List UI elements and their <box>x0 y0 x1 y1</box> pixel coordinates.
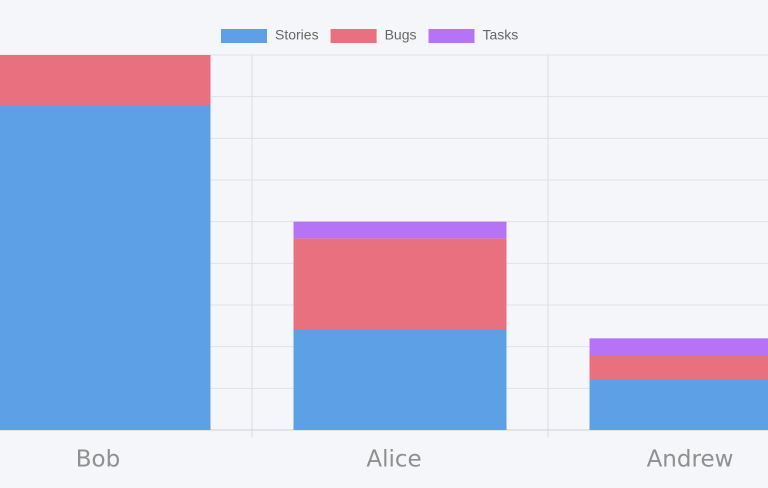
legend-swatch <box>221 29 267 43</box>
legend-label: Tasks <box>483 27 519 43</box>
bar-segment <box>589 355 768 380</box>
bar-segment <box>0 105 211 430</box>
x-tick-label: Alice <box>366 447 421 473</box>
x-tick-label: Bob <box>76 447 120 473</box>
bar-segment <box>0 55 211 105</box>
bar-segment <box>293 330 507 430</box>
bar-segment <box>589 380 768 430</box>
bar-segment <box>589 338 768 355</box>
bar-segment <box>293 238 507 330</box>
bar-segment <box>293 221 507 239</box>
legend-swatch <box>428 29 475 43</box>
legend-label: Bugs <box>385 27 417 43</box>
legend-swatch <box>330 29 377 43</box>
x-tick-label: Andrew <box>647 447 734 473</box>
legend-label: Stories <box>275 27 319 43</box>
